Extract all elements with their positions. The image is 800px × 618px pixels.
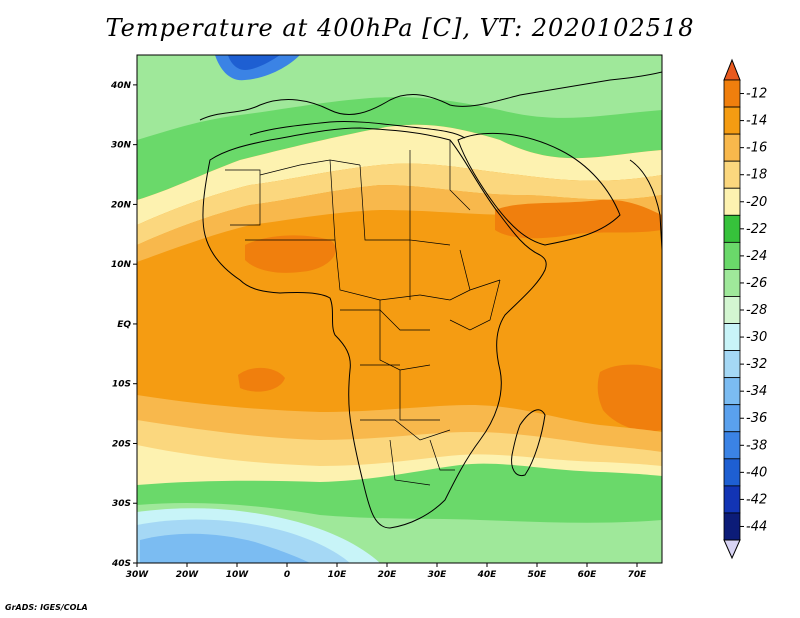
latitude-labels: 40N 30N 20N 10N EQ 10S 20S 30S 40S — [110, 81, 132, 569]
colorbar-level-label: -40 — [746, 465, 767, 480]
field-north-paleyellow — [137, 163, 662, 245]
lon-label: 0 — [284, 570, 290, 580]
field-warm-redsea — [495, 199, 662, 239]
colorbar-level-label: -14 — [746, 114, 767, 129]
colorbar-level-label: -34 — [746, 384, 767, 399]
colorbar-level-label: -20 — [746, 195, 767, 210]
lat-label: 40S — [111, 559, 131, 569]
colorbar-bottom-triangle — [723, 539, 741, 560]
colorbar-level-label: -38 — [746, 438, 767, 453]
colorbar-level-label: -44 — [746, 519, 767, 534]
lat-label: 30S — [112, 499, 131, 509]
lon-label: 10E — [328, 570, 348, 580]
lon-label: 70E — [628, 570, 648, 580]
colorbar-box — [723, 512, 741, 541]
colorbar-box — [723, 133, 741, 162]
plot-frame — [136, 54, 663, 564]
colorbar-level-label: -28 — [746, 303, 767, 318]
lat-label: 10S — [112, 380, 131, 390]
colorbar-box — [723, 106, 741, 135]
country-borders — [225, 140, 501, 486]
lat-label: EQ — [117, 320, 131, 330]
temperature-field — [137, 55, 662, 563]
field-south-blue — [140, 533, 310, 563]
lon-label: 40E — [477, 570, 498, 580]
lon-label: 10W — [226, 570, 250, 580]
colorbar-box — [723, 79, 741, 108]
lat-label: 40N — [110, 81, 132, 91]
lon-label: 60E — [578, 570, 598, 580]
field-north-blue-core — [228, 55, 280, 70]
colorbar-box — [723, 458, 741, 487]
colorbar-box — [723, 323, 741, 351]
colorbar-box — [723, 296, 741, 324]
colorbar-level-label: -42 — [746, 492, 767, 507]
field-warm-westafrica — [245, 235, 336, 273]
colorbar-box — [723, 269, 741, 297]
lat-label: 20N — [111, 200, 132, 210]
madagascar-coastline — [511, 409, 546, 477]
colorbar-box — [723, 404, 741, 433]
europe-coastline — [199, 71, 662, 121]
longitude-labels: 30W 20W 10W 0 10E 20E 30E 40E 50E 60E 70E — [126, 570, 647, 580]
lon-label: 30E — [428, 570, 448, 580]
field-warm-southwest — [238, 367, 285, 392]
lon-label: 20W — [176, 570, 200, 580]
colorbar-level-label: -26 — [746, 276, 767, 291]
colorbar-box — [723, 241, 741, 270]
colorbar-box — [723, 350, 741, 379]
arabia-coastline — [457, 133, 621, 246]
colorbar-box — [723, 160, 741, 189]
lat-label: 20S — [112, 439, 131, 449]
lat-label: 30N — [111, 141, 132, 151]
colorbar-box — [723, 377, 741, 406]
colorbar-level-label: -12 — [746, 87, 767, 102]
colorbar-level-label: -30 — [746, 330, 767, 345]
axis-ticks — [133, 84, 638, 567]
colorbar-box — [723, 485, 741, 514]
colorbar-box — [723, 187, 741, 216]
colorbar-level-label: -24 — [746, 249, 767, 264]
lon-label: 50E — [528, 570, 548, 580]
colorbar: -12 -14 -16 -18 -20 -22 -24 -26 -28 -30 -32 -34 -36 -… — [723, 58, 767, 560]
colorbar-top-triangle — [723, 58, 741, 81]
field-warm-indian — [597, 364, 662, 432]
lon-label: 30W — [126, 570, 150, 580]
colorbar-level-label: -16 — [746, 141, 767, 156]
map-title: Temperature at 400hPa [C], VT: 202010251… — [105, 14, 695, 42]
colorbar-level-label: -22 — [746, 222, 767, 237]
colorbar-box — [723, 214, 741, 243]
credit-text: GrADS: IGES/COLA — [5, 603, 88, 612]
colorbar-level-label: -36 — [746, 411, 767, 426]
field-north-yellow — [137, 124, 662, 225]
lat-label: 10N — [111, 260, 132, 270]
colorbar-level-label: -32 — [746, 357, 767, 372]
mediterranean-coastline — [249, 121, 466, 139]
india-coastline — [629, 159, 662, 251]
field-north-lightgreen — [137, 55, 662, 140]
lon-label: 20E — [378, 570, 398, 580]
colorbar-box — [723, 431, 741, 460]
colorbar-level-label: -18 — [746, 168, 767, 183]
